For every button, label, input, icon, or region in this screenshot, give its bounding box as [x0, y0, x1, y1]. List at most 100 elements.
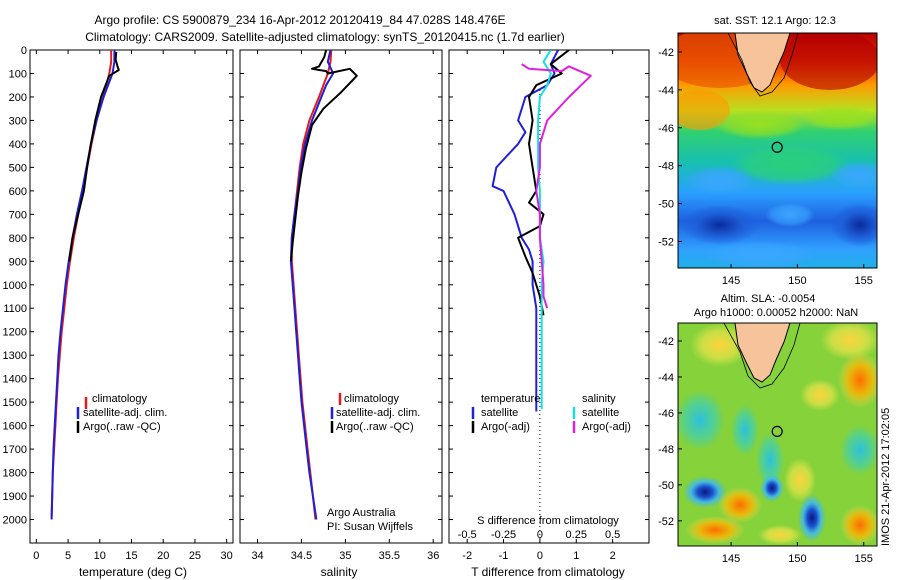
depth-tick-label: 0 [21, 45, 27, 57]
s-diff-tick-label: 0.25 [566, 529, 587, 541]
legend-s-satellite: satellite [582, 407, 619, 419]
depth-tick-label: 2000 [3, 515, 27, 527]
temperature-tick-labels: 0 5 10 15 20 25 30 [33, 50, 233, 562]
map-y-tick-label: -44 [658, 85, 674, 97]
legend-temperature-title: temperature [481, 393, 540, 405]
depth-tick-label: 700 [9, 209, 27, 221]
x-tick-label: 1 [573, 550, 579, 562]
depth-tick-label: 1600 [3, 421, 27, 433]
sst-map-ticks: 145 150 155 -42 -44 -46 -48 -50 -52 [658, 47, 873, 287]
depth-tick-label: 1900 [3, 491, 27, 503]
x-tick-label: 10 [94, 550, 106, 562]
s-difference-label: S difference from climatology [477, 515, 619, 527]
depth-tick-label: 1200 [3, 327, 27, 339]
depth-tick-label: 800 [9, 233, 27, 245]
map-x-tick-label: 155 [855, 553, 873, 565]
s-diff-tick-label: 0.5 [605, 529, 620, 541]
credit-line-1: Argo Australia [327, 507, 396, 519]
salinity-legend: climatology satellite-adj. clim. Argo(..… [330, 393, 420, 433]
depth-tick-label: 1400 [3, 374, 27, 386]
temperature-xlabel: temperature (deg C) [79, 565, 187, 579]
depth-contour [723, 323, 801, 389]
map-y-tick-label: -48 [658, 444, 674, 456]
series-line-satellite-adj-clim- [289, 50, 335, 520]
sla-map-title-1: Altim. SLA: -0.0054 [721, 293, 816, 305]
sla-heatmap [678, 323, 877, 546]
legend-argo-raw: Argo(..raw -QC) [83, 421, 161, 433]
depth-tick-label: 1700 [3, 444, 27, 456]
map-y-tick-label: -44 [658, 372, 674, 384]
depth-tick-label: 600 [9, 186, 27, 198]
legend-satellite-adj: satellite-adj. clim. [336, 407, 420, 419]
depth-tick-label: 1300 [3, 350, 27, 362]
depth-tick-label: 200 [9, 92, 27, 104]
x-tick-label: 30 [221, 550, 233, 562]
x-tick-label: 34 [251, 550, 263, 562]
map-x-tick-label: 145 [722, 553, 740, 565]
temperature-legend: climatology satellite-adj. clim. Argo(..… [76, 393, 167, 433]
salinity-panel: 34 34.5 35 35.5 36 salinity climatology sate… [239, 49, 443, 579]
depth-tick-label: 900 [9, 256, 27, 268]
map-y-tick-label: -46 [658, 123, 674, 135]
x-tick-label: 15 [125, 550, 137, 562]
depth-tick-label: 500 [9, 162, 27, 174]
depth-tick-label: 400 [9, 139, 27, 151]
salinity-tick-labels: 34 34.5 35 35.5 36 [251, 50, 439, 562]
sla-map-title-2: Argo h1000: 0.00052 h2000: NaN [694, 307, 859, 319]
map-x-tick-label: 150 [788, 553, 806, 565]
t-difference-xlabel: T difference from climatology [471, 565, 625, 579]
legend-climatology: climatology [344, 393, 400, 405]
map-y-tick-label: -42 [658, 47, 674, 59]
salinity-profiles [289, 50, 358, 520]
legend-salinity-title: salinity [582, 393, 616, 405]
map-y-tick-label: -46 [658, 408, 674, 420]
sla-map-frame [677, 322, 878, 547]
difference-profiles [491, 50, 592, 412]
series-line-satellite-adj-clim- [50, 50, 116, 520]
sla-map-ticks: 145 150 155 -42 -44 -46 -48 -50 -52 [658, 336, 873, 565]
x-tick-label: 34.5 [291, 550, 312, 562]
legend-climatology: climatology [92, 393, 148, 405]
map-y-tick-label: -52 [658, 516, 674, 528]
depth-tick-label: 1500 [3, 397, 27, 409]
tasmania-coastline [734, 323, 791, 383]
depth-contour [727, 33, 799, 97]
x-tick-label: -2 [462, 550, 472, 562]
map-x-tick-label: 145 [722, 275, 740, 287]
tasmania-coastline [734, 33, 791, 93]
salinity-axes-frame [239, 49, 443, 544]
sst-map-title: sat. SST: 12.1 Argo: 12.3 [714, 15, 836, 27]
depth-tick-label: 1800 [3, 468, 27, 480]
map-x-tick-label: 150 [788, 275, 806, 287]
map-y-tick-label: -52 [658, 236, 674, 248]
map-y-tick-label: -50 [658, 480, 674, 492]
s-diff-tick-label: -0.25 [491, 529, 516, 541]
legend-t-satellite: satellite [481, 407, 518, 419]
depth-tick-label: 1100 [3, 303, 27, 315]
x-tick-label: 35 [339, 550, 351, 562]
sla-map-panel: Altim. SLA: -0.0054 Argo h1000: 0.00052 … [658, 293, 878, 565]
sst-map-panel: sat. SST: 12.1 Argo: 12.3 145 150 155 -42 -4… [658, 15, 878, 287]
credit-line-2: PI: Susan Wijffels [327, 521, 413, 533]
x-tick-label: 35.5 [379, 550, 400, 562]
series-line-argo-raw-qc- [289, 50, 358, 262]
x-tick-label: 5 [65, 550, 71, 562]
depth-tick-label: 1000 [3, 280, 27, 292]
temperature-profiles [50, 50, 120, 520]
s-diff-tick-label: -0.5 [458, 529, 477, 541]
x-tick-label: 0 [537, 550, 543, 562]
series-line-argo-adj- [521, 63, 592, 309]
temperature-axes-frame [29, 49, 234, 544]
imos-timestamp: IMOS 21-Apr-2012 17:02:05 [880, 408, 892, 546]
legend-t-argo: Argo(-adj) [481, 421, 530, 433]
title-line-1: Argo profile: CS 5900879_234 16-Apr-2012… [95, 13, 506, 27]
x-tick-label: 20 [157, 550, 169, 562]
legend-argo-raw: Argo(..raw -QC) [336, 421, 414, 433]
series-line-satellite [491, 50, 559, 412]
argo-location-marker [771, 141, 783, 153]
x-tick-label: 36 [427, 550, 439, 562]
argo-location-marker [771, 425, 783, 438]
